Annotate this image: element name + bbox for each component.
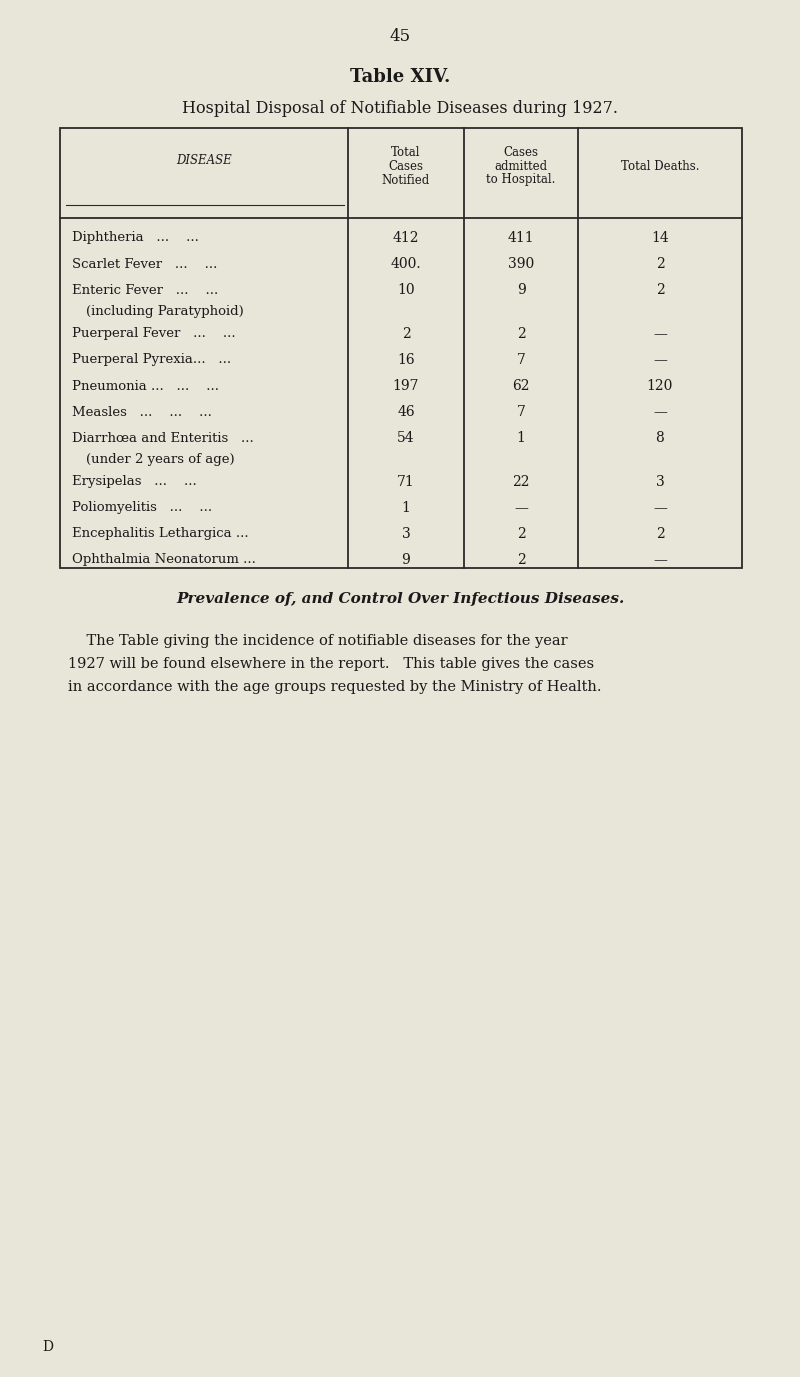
Text: 8: 8 bbox=[656, 431, 664, 445]
Text: Puerperal Pyrexia...   ...: Puerperal Pyrexia... ... bbox=[72, 354, 231, 366]
Text: Hospital Disposal of Notifiable Diseases during 1927.: Hospital Disposal of Notifiable Diseases… bbox=[182, 101, 618, 117]
Text: 1: 1 bbox=[517, 431, 526, 445]
Text: —: — bbox=[653, 501, 667, 515]
Text: Table XIV.: Table XIV. bbox=[350, 67, 450, 85]
Text: 14: 14 bbox=[651, 231, 669, 245]
Text: 54: 54 bbox=[397, 431, 415, 445]
Text: —: — bbox=[653, 353, 667, 368]
Text: Total: Total bbox=[391, 146, 421, 158]
Text: Puerperal Fever   ...    ...: Puerperal Fever ... ... bbox=[72, 328, 236, 340]
Text: 10: 10 bbox=[397, 284, 415, 297]
Text: The Table giving the incidence of notifiable diseases for the year: The Table giving the incidence of notifi… bbox=[68, 633, 568, 649]
Text: Cases: Cases bbox=[389, 160, 423, 172]
Text: 120: 120 bbox=[647, 379, 673, 392]
Text: 412: 412 bbox=[393, 231, 419, 245]
Text: 9: 9 bbox=[517, 284, 526, 297]
Text: (including Paratyphoid): (including Paratyphoid) bbox=[86, 306, 244, 318]
Text: —: — bbox=[653, 554, 667, 567]
Text: 7: 7 bbox=[517, 353, 526, 368]
Text: Measles   ...    ...    ...: Measles ... ... ... bbox=[72, 405, 212, 419]
Text: —: — bbox=[514, 501, 528, 515]
Text: 2: 2 bbox=[656, 527, 664, 541]
Text: 62: 62 bbox=[512, 379, 530, 392]
Text: Notified: Notified bbox=[382, 174, 430, 186]
Text: Prevalence of, and Control Over Infectious Diseases.: Prevalence of, and Control Over Infectio… bbox=[176, 592, 624, 606]
Text: (under 2 years of age): (under 2 years of age) bbox=[86, 453, 234, 467]
Text: Ophthalmia Neonatorum ...: Ophthalmia Neonatorum ... bbox=[72, 554, 256, 566]
Text: 197: 197 bbox=[393, 379, 419, 392]
Text: 2: 2 bbox=[517, 527, 526, 541]
Text: 2: 2 bbox=[402, 326, 410, 341]
Text: Total Deaths.: Total Deaths. bbox=[621, 160, 699, 172]
Text: 22: 22 bbox=[512, 475, 530, 489]
Text: 411: 411 bbox=[508, 231, 534, 245]
Text: Erysipelas   ...    ...: Erysipelas ... ... bbox=[72, 475, 197, 489]
Text: in accordance with the age groups requested by the Ministry of Health.: in accordance with the age groups reques… bbox=[68, 680, 602, 694]
Text: D: D bbox=[42, 1340, 53, 1354]
Text: 7: 7 bbox=[517, 405, 526, 419]
Text: to Hospital.: to Hospital. bbox=[486, 174, 556, 186]
Text: Diphtheria   ...    ...: Diphtheria ... ... bbox=[72, 231, 199, 245]
Text: Pneumonia ...   ...    ...: Pneumonia ... ... ... bbox=[72, 380, 219, 392]
Text: 3: 3 bbox=[656, 475, 664, 489]
Text: 16: 16 bbox=[397, 353, 415, 368]
Text: Encephalitis Lethargica ...: Encephalitis Lethargica ... bbox=[72, 527, 249, 541]
Text: DISEASE: DISEASE bbox=[176, 153, 232, 167]
Text: —: — bbox=[653, 326, 667, 341]
Text: 2: 2 bbox=[517, 326, 526, 341]
Text: Enteric Fever   ...    ...: Enteric Fever ... ... bbox=[72, 284, 218, 296]
Text: 9: 9 bbox=[402, 554, 410, 567]
Text: 2: 2 bbox=[656, 257, 664, 271]
Text: Diarrhœa and Enteritis   ...: Diarrhœa and Enteritis ... bbox=[72, 431, 254, 445]
Text: 400.: 400. bbox=[390, 257, 422, 271]
Text: admitted: admitted bbox=[494, 160, 547, 172]
Text: 2: 2 bbox=[517, 554, 526, 567]
Text: 1: 1 bbox=[402, 501, 410, 515]
Text: 45: 45 bbox=[390, 28, 410, 45]
Text: Poliomyelitis   ...    ...: Poliomyelitis ... ... bbox=[72, 501, 212, 515]
Text: 390: 390 bbox=[508, 257, 534, 271]
Text: Cases: Cases bbox=[503, 146, 538, 158]
Text: 71: 71 bbox=[397, 475, 415, 489]
Bar bbox=[60, 128, 742, 567]
Text: —: — bbox=[653, 405, 667, 419]
Text: 1927 will be found elsewhere in the report.   This table gives the cases: 1927 will be found elsewhere in the repo… bbox=[68, 657, 594, 671]
Text: 46: 46 bbox=[397, 405, 415, 419]
Text: 2: 2 bbox=[656, 284, 664, 297]
Text: 3: 3 bbox=[402, 527, 410, 541]
Text: Scarlet Fever   ...    ...: Scarlet Fever ... ... bbox=[72, 257, 218, 270]
